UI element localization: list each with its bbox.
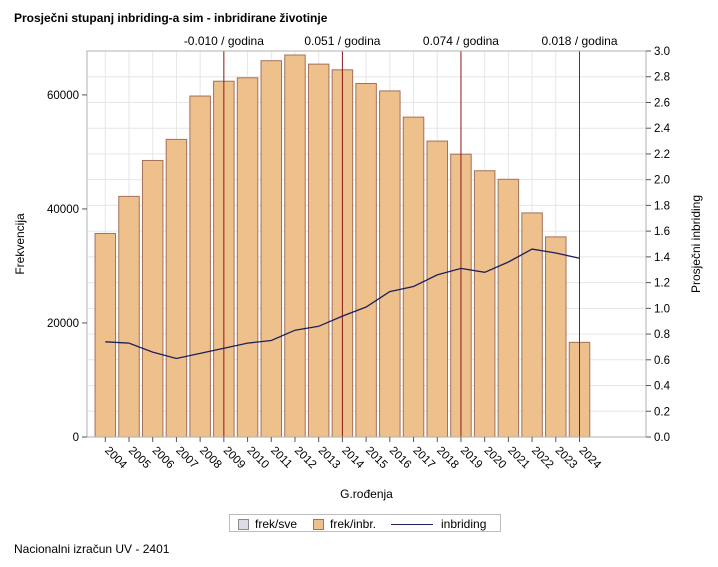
inbriding-line-layer (105, 248, 580, 360)
legend-item-inbriding: inbriding (391, 516, 486, 532)
y-left-axis-title: Frekvencija (13, 213, 27, 275)
x-tick-label: 2011 (268, 445, 294, 471)
bar (379, 90, 401, 438)
trend-annotation: -0.010 / godina (184, 34, 264, 48)
x-tick-label: 2004 (102, 445, 129, 472)
x-tick-label: 2009 (221, 445, 248, 472)
trend-annotation: 0.051 / godina (304, 34, 380, 48)
x-tick-label: 2023 (553, 445, 580, 472)
bar (94, 232, 117, 438)
y-left-tick-label: 20000 (47, 318, 79, 330)
legend-item-frek-sve: frek/sve (238, 516, 297, 532)
y-left-tick-label: 60000 (47, 90, 79, 102)
x-tick-label: 2022 (529, 445, 556, 472)
x-tick-label: 2013 (316, 445, 343, 472)
y-right-tick-label: 0.0 (654, 432, 670, 444)
y-right-tick-label: 1.6 (654, 226, 670, 238)
x-tick-label: 2020 (482, 445, 509, 472)
x-tick-label: 2006 (150, 445, 177, 472)
x-tick-label: 2008 (197, 445, 224, 472)
trend-annotation: 0.074 / godina (423, 34, 499, 48)
y-right-tick-label: 1.4 (654, 252, 671, 264)
y-right-tick-label: 2.6 (654, 97, 670, 109)
y-right-tick-label: 3.0 (654, 46, 670, 58)
x-tick-label: 2010 (244, 445, 271, 472)
y-right-tick-label: 0.4 (654, 381, 671, 393)
x-tick-label: 2018 (434, 445, 461, 472)
y-right-axis-title: Prosječni inbriding (689, 195, 703, 293)
legend-swatch-frek-inbr (313, 518, 324, 530)
bar (284, 54, 306, 438)
trend-annotation: 0.018 / godina (541, 34, 617, 48)
x-tick-label: 2007 (173, 445, 200, 472)
x-tick-label: 2005 (126, 445, 153, 472)
bar (307, 63, 330, 438)
bar (236, 77, 259, 438)
bar (355, 82, 377, 438)
bar (545, 236, 567, 438)
chart-canvas: -0.010 / godina 0.051 / godina 0.074 / god… (13, 34, 703, 501)
x-tick-label: 2016 (387, 445, 414, 472)
legend-line-inbriding (391, 523, 433, 525)
x-tick-label: 2015 (363, 445, 390, 472)
y-right-tick-label: 1.0 (654, 303, 670, 315)
bar (402, 116, 425, 438)
y-left-tick-label: 0 (73, 432, 79, 444)
bar (426, 140, 448, 438)
x-tick-label: 2024 (576, 445, 603, 472)
y-right-tick-label: 2.4 (654, 123, 671, 135)
legend-item-frek-inbr: frek/inbr. (313, 516, 376, 532)
x-axis-title: G.rođenja (340, 487, 393, 501)
y-right-tick-label: 2.0 (654, 175, 670, 187)
footer-note: Nacionalni izračun UV - 2401 (14, 542, 170, 556)
chart-title: Prosječni stupanj inbriding-a sim - inbr… (14, 11, 328, 25)
y-right-tick-label: 2.8 (654, 72, 670, 84)
legend: frek/sve frek/inbr. inbriding (229, 514, 501, 532)
y-right-tick-label: 0.6 (654, 355, 670, 367)
y-left-tick-label: 40000 (47, 204, 79, 216)
bar (189, 95, 211, 438)
bar (473, 170, 496, 438)
x-tick-label: 2021 (505, 445, 532, 472)
y-right-tick-label: 0.8 (654, 329, 670, 341)
y-right-tick-label: 2.2 (654, 149, 670, 161)
legend-swatch-frek-sve (238, 518, 249, 530)
bar (521, 212, 543, 438)
y-right-tick-label: 0.2 (654, 406, 670, 418)
legend-label-frek-inbr: frek/inbr. (330, 517, 377, 531)
y-right-tick-label: 1.8 (654, 200, 670, 212)
x-tick-label: 2014 (339, 445, 366, 472)
bar (118, 195, 140, 438)
x-tick-label: 2012 (292, 445, 319, 472)
trend-lines-layer (223, 51, 580, 437)
x-tick-label: 2019 (458, 445, 485, 472)
bar (260, 60, 283, 438)
x-tick-label: 2017 (410, 445, 437, 472)
legend-label-frek-sve: frek/sve (255, 517, 298, 531)
y-right-tick-label: 1.2 (654, 278, 670, 290)
inbriding-line (105, 248, 580, 360)
bar (141, 159, 164, 438)
bar (497, 178, 520, 438)
axis-layer (82, 50, 651, 442)
legend-label-inbriding: inbriding (441, 517, 487, 531)
bar (165, 138, 188, 438)
